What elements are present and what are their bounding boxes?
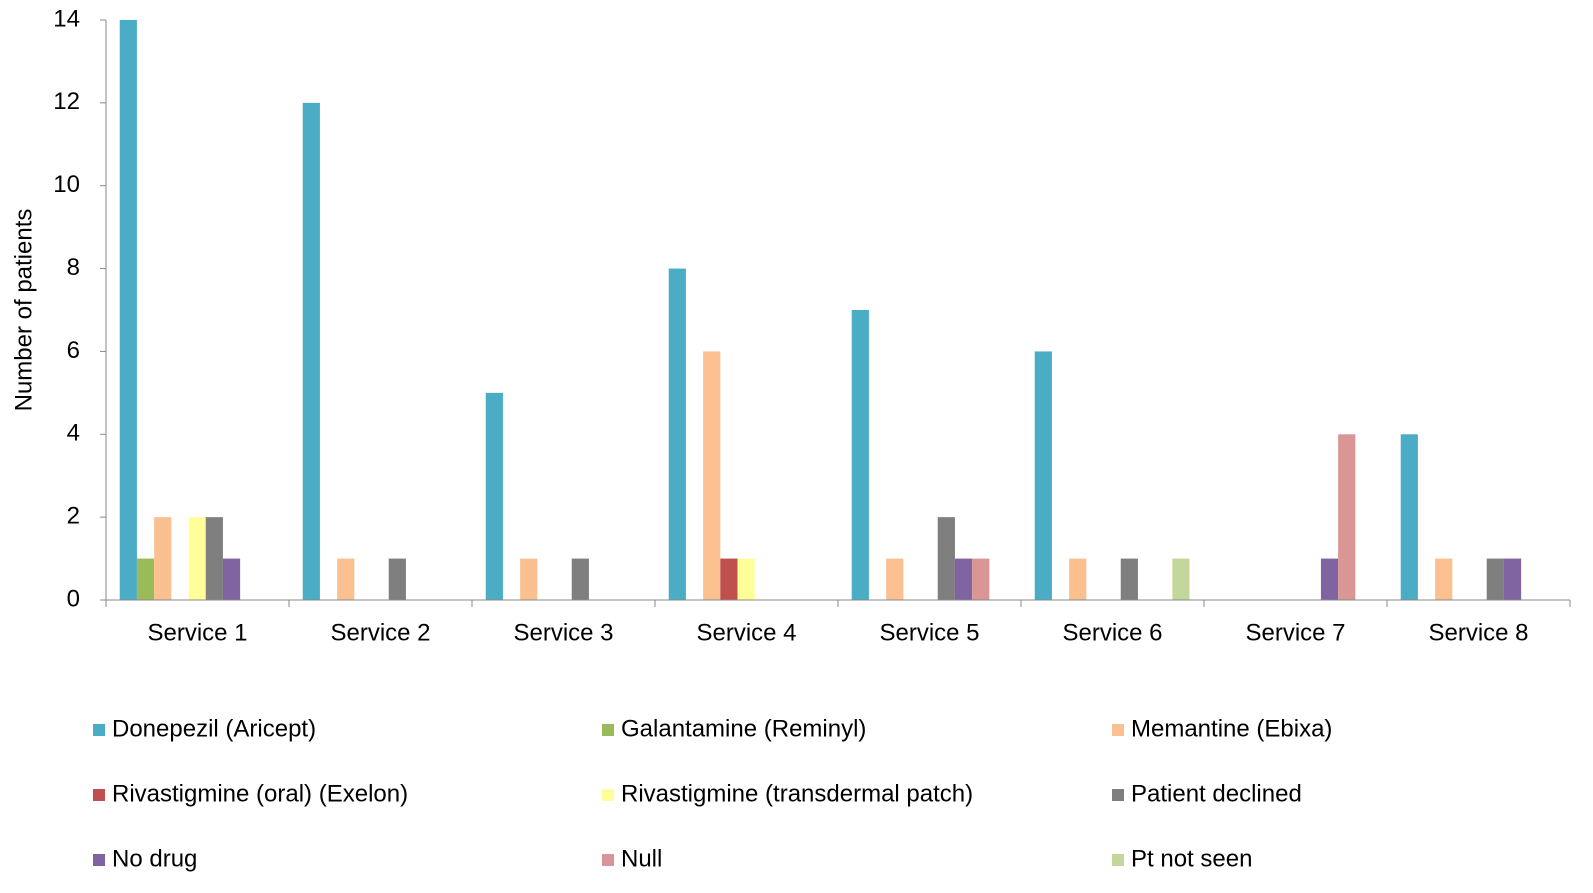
x-tick-label: Service 5 — [879, 619, 979, 646]
bar — [188, 517, 206, 600]
legend-swatch — [93, 724, 105, 736]
bar — [972, 558, 990, 600]
x-tick-label: Service 2 — [330, 619, 430, 646]
x-tick-label: Service 6 — [1062, 619, 1162, 646]
bar — [154, 517, 172, 600]
legend-label: Null — [621, 845, 662, 872]
bar — [1120, 558, 1138, 600]
bar — [136, 558, 155, 600]
y-tick-label: 10 — [53, 171, 80, 198]
y-tick-label: 6 — [67, 337, 80, 364]
bar — [737, 558, 755, 600]
legend-label: Patient declined — [1131, 780, 1302, 807]
bar — [1338, 434, 1356, 600]
legend-swatch — [602, 724, 614, 736]
legend-swatch — [602, 854, 614, 866]
x-tick-label: Service 4 — [696, 619, 796, 646]
bar — [703, 351, 721, 600]
bar — [337, 558, 355, 600]
bar — [205, 517, 223, 600]
legend-swatch — [1112, 854, 1124, 866]
legend-label: Memantine (Ebixa) — [1131, 715, 1332, 742]
bar — [1486, 558, 1504, 600]
bar — [302, 102, 320, 600]
bar — [485, 392, 503, 600]
bar — [1034, 351, 1052, 600]
bar — [954, 558, 973, 600]
y-tick-label: 8 — [67, 254, 80, 281]
x-tick-label: Service 1 — [147, 619, 247, 646]
legend-label: Rivastigmine (oral) (Exelon) — [112, 780, 408, 807]
y-tick-label: 0 — [67, 585, 80, 612]
bar — [119, 20, 137, 600]
legend-swatch — [1112, 789, 1124, 801]
legend-label: Rivastigmine (transdermal patch) — [621, 780, 973, 807]
legend-label: No drug — [112, 845, 197, 872]
y-tick-label: 2 — [67, 502, 80, 529]
bar — [1320, 558, 1339, 600]
bar — [1069, 558, 1087, 600]
legend-label: Donepezil (Aricept) — [112, 715, 316, 742]
bar — [937, 517, 955, 600]
legend-swatch — [602, 789, 614, 801]
bar — [1172, 558, 1190, 600]
bar — [851, 310, 869, 600]
bar — [886, 558, 904, 600]
x-tick-label: Service 8 — [1428, 619, 1528, 646]
bar — [1435, 558, 1453, 600]
legend-label: Galantamine (Reminyl) — [621, 715, 866, 742]
bar — [1400, 434, 1418, 600]
legend-label: Pt not seen — [1131, 845, 1252, 872]
bar — [222, 558, 241, 600]
bar — [1503, 558, 1522, 600]
x-tick-label: Service 7 — [1245, 619, 1345, 646]
legend-swatch — [93, 854, 105, 866]
x-tick-label: Service 3 — [513, 619, 613, 646]
bar — [388, 558, 406, 600]
bar — [520, 558, 538, 600]
legend-swatch — [93, 789, 105, 801]
bar — [668, 268, 686, 600]
y-tick-label: 4 — [67, 420, 80, 447]
y-tick-label: 12 — [53, 88, 80, 115]
bar — [720, 558, 738, 600]
legend-swatch — [1112, 724, 1124, 736]
bar — [571, 558, 589, 600]
y-tick-label: 14 — [53, 5, 80, 32]
y-axis-title: Number of patients — [10, 209, 37, 412]
